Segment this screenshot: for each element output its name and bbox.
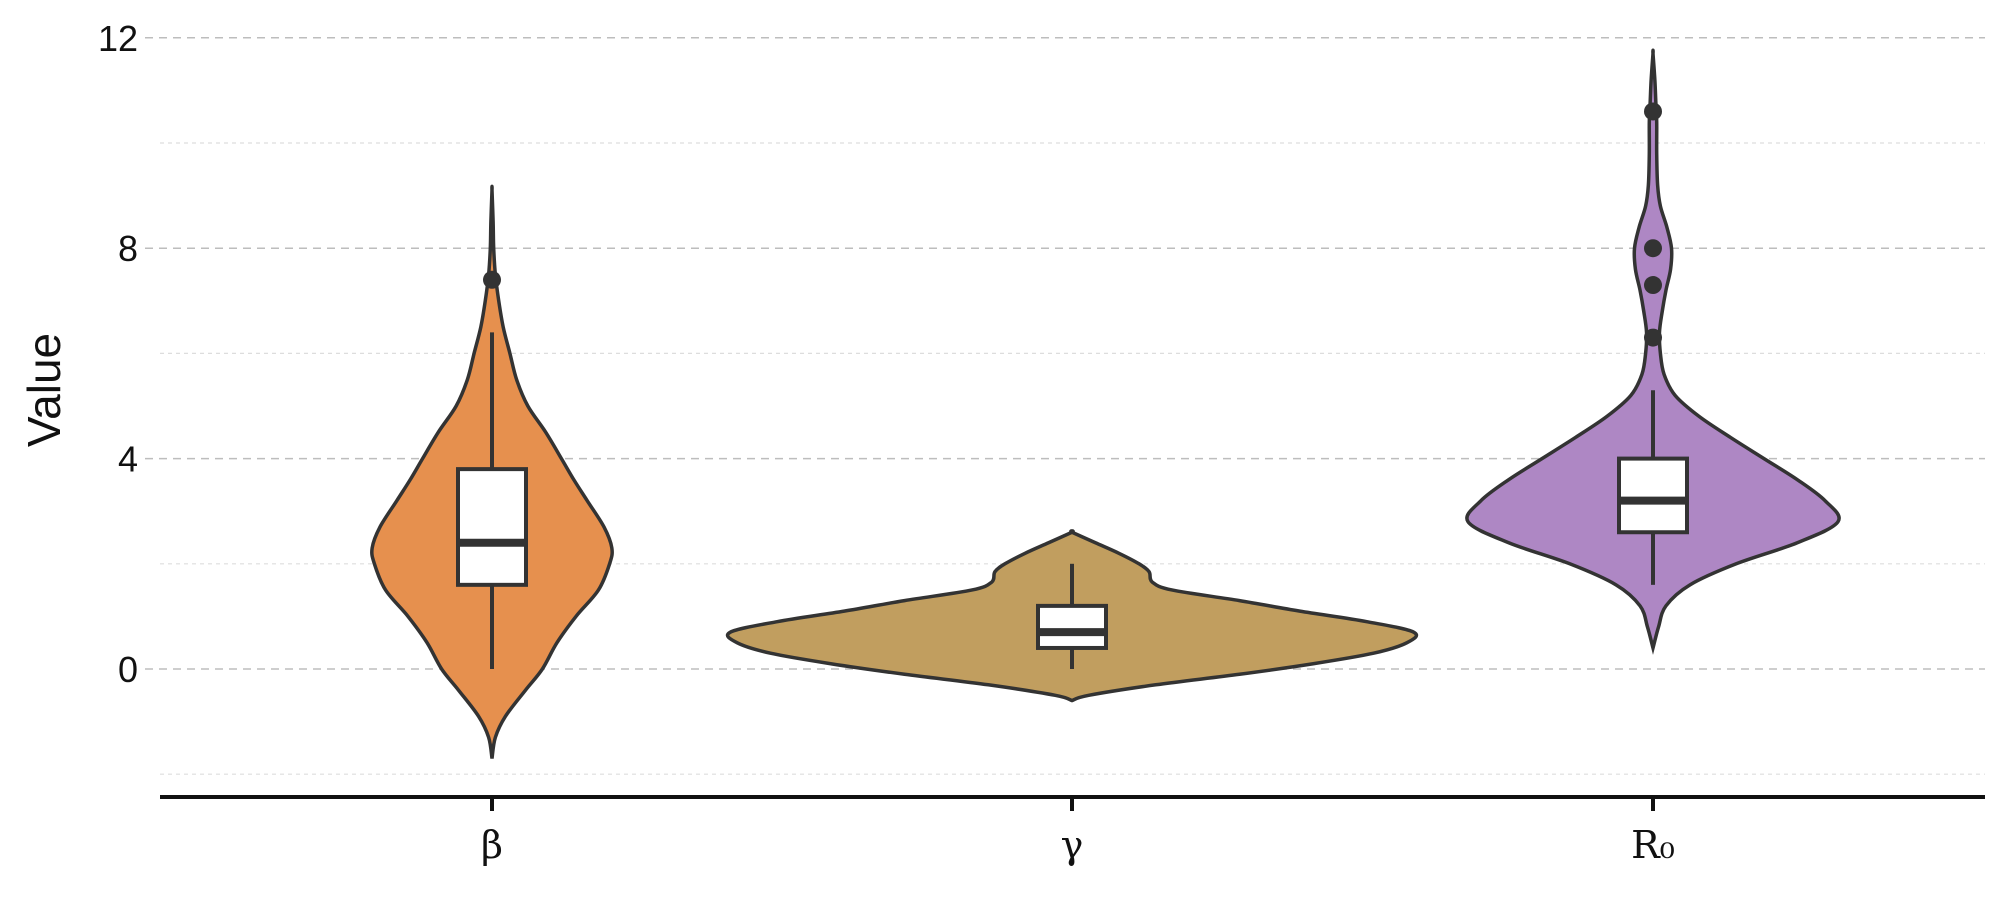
outlier-point xyxy=(1644,239,1662,258)
iqr-box xyxy=(1036,603,1108,650)
outlier-point xyxy=(1644,102,1662,121)
outlier-point xyxy=(1644,276,1662,295)
x-tick-label: R₀ xyxy=(1631,823,1675,867)
violin-group xyxy=(1465,48,1841,655)
iqr-box xyxy=(1617,456,1689,535)
y-axis-title: Value xyxy=(18,333,70,447)
x-tick-label: β xyxy=(481,823,503,867)
tick-labels: 0 4 8 12 β γ R₀ xyxy=(98,18,1675,867)
violin-body xyxy=(1465,48,1841,655)
violin-group xyxy=(725,529,1419,703)
violins xyxy=(370,48,1841,759)
outlier-point xyxy=(1644,328,1662,347)
x-tick-label: γ xyxy=(1061,823,1084,867)
y-tick-label: 8 xyxy=(118,228,138,269)
y-tick-label: 12 xyxy=(98,18,138,59)
iqr-box xyxy=(456,467,528,587)
violin-group xyxy=(370,184,614,759)
y-tick-label: 0 xyxy=(118,649,138,690)
y-tick-label: 4 xyxy=(118,439,138,480)
outlier-point xyxy=(483,270,501,289)
